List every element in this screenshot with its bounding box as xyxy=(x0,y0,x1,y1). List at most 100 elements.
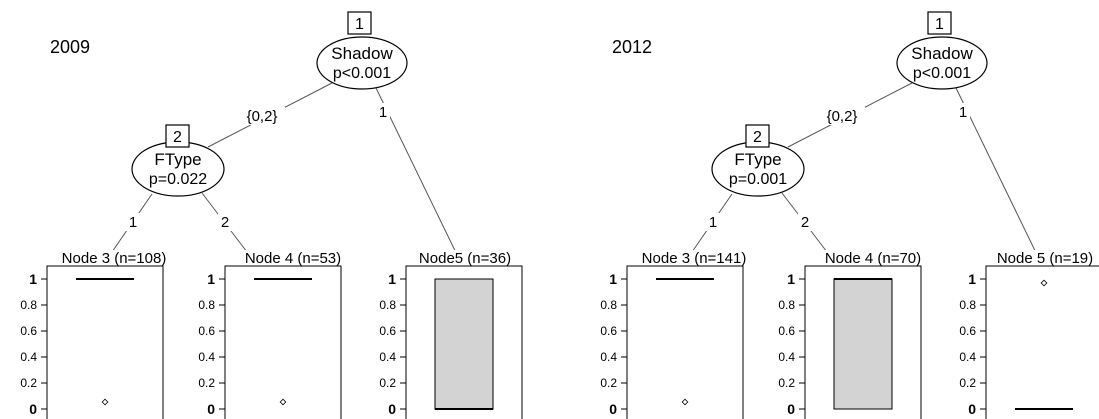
terminal-node-5: Node 5 (n=19) 0 0.2 0.4 0.6 0.8 1 xyxy=(959,250,1099,419)
y-tick-label: 0.4 xyxy=(600,350,617,364)
y-tick-label: 0.8 xyxy=(778,298,795,312)
edge-label-bg xyxy=(819,107,865,125)
root-node-ellipse xyxy=(896,36,988,90)
y-tick-label: 0.2 xyxy=(600,376,617,390)
y-tick-label: 0.4 xyxy=(20,350,37,364)
y-tick-label: 0.2 xyxy=(198,376,215,390)
edge-label-inner-left: 1 xyxy=(709,214,717,231)
terminal-node-3: Node 3 (n=141) 0 0.2 0.4 0.6 0.8 1 xyxy=(600,250,752,419)
y-tick-label: 0.6 xyxy=(778,324,795,338)
y-tick-label: 0 xyxy=(968,401,976,417)
terminal-node-4: Node 4 (n=53) 0 0.2 0.4 0.6 0.8 1 xyxy=(198,250,347,419)
edge-root-right xyxy=(375,87,463,266)
root-node-id-box xyxy=(347,11,372,35)
terminal-frame xyxy=(405,265,523,419)
y-tick-label: 1 xyxy=(787,271,795,287)
outlier-point xyxy=(279,398,287,406)
y-tick-label: 1 xyxy=(609,271,617,287)
edge-label-inner-right: 2 xyxy=(221,214,229,231)
y-tick-label: 0.8 xyxy=(198,298,215,312)
root-node-id: 1 xyxy=(355,16,364,33)
outlier-point xyxy=(101,398,109,406)
y-tick-label: 0.2 xyxy=(778,376,795,390)
terminal-title-bg xyxy=(819,250,927,266)
terminal-frame xyxy=(626,265,744,419)
edge-root-right xyxy=(955,87,1043,266)
y-tick-label: 0 xyxy=(207,401,215,417)
edge-label-inner-right: 2 xyxy=(801,214,809,231)
y-tick-label: 0.8 xyxy=(600,298,617,312)
y-tick-label: 0.2 xyxy=(379,376,396,390)
terminal-title: Node 5 (n=19) xyxy=(997,250,1093,267)
box-iqr xyxy=(434,278,494,410)
inner-node-id-box xyxy=(165,124,190,148)
year-label: 2012 xyxy=(612,37,652,57)
inner-node-pvalue: p=0.001 xyxy=(729,171,787,188)
y-tick-label: 0.4 xyxy=(379,350,396,364)
terminal-title: Node 3 (n=141) xyxy=(642,250,747,267)
y-tick-label: 0.4 xyxy=(198,350,215,364)
terminal-frame xyxy=(985,265,1099,419)
y-tick-label: 0.2 xyxy=(20,376,37,390)
y-tick-label: 0.8 xyxy=(20,298,37,312)
inner-node-id: 2 xyxy=(753,129,762,146)
y-tick-label: 0 xyxy=(609,401,617,417)
y-tick-label: 0 xyxy=(388,401,396,417)
y-tick-label: 0.4 xyxy=(959,350,976,364)
y-tick-label: 0.6 xyxy=(198,324,215,338)
root-node-pvalue: p<0.001 xyxy=(333,65,391,82)
terminal-frame xyxy=(804,265,922,419)
terminal-title-bg xyxy=(636,250,752,266)
y-tick-label: 0.8 xyxy=(379,298,396,312)
outlier-point xyxy=(1040,279,1048,287)
y-tick-label: 0.6 xyxy=(20,324,37,338)
root-node-variable: Shadow xyxy=(911,44,973,63)
y-tick-label: 0.8 xyxy=(959,298,976,312)
y-tick-label: 1 xyxy=(968,271,976,287)
terminal-title-bg xyxy=(415,250,515,266)
y-tick-label: 0.6 xyxy=(600,324,617,338)
terminal-node-5: Node5 (n=36) 0 0.2 0.4 0.6 0.8 1 xyxy=(379,250,523,419)
edge-label-bg xyxy=(376,103,390,121)
edge-label-root-right: 1 xyxy=(379,104,387,121)
y-tick-label: 0 xyxy=(787,401,795,417)
inner-node-id: 2 xyxy=(173,129,182,146)
terminal-node-4: Node 4 (n=70) 0 0.2 0.4 0.6 0.8 1 xyxy=(778,250,927,419)
edge-label-root-left: {0,2} xyxy=(827,108,858,125)
inner-node-pvalue: p=0.022 xyxy=(149,171,207,188)
inner-node-id-box xyxy=(745,124,770,148)
inner-node-variable: FType xyxy=(734,150,781,169)
root-node-id-box xyxy=(927,11,952,35)
root-node-id: 1 xyxy=(935,16,944,33)
y-tick-label: 0 xyxy=(29,401,37,417)
root-node-ellipse xyxy=(316,36,408,90)
terminal-title: Node 3 (n=108) xyxy=(62,250,167,267)
tree-panel-2012: 2012 {0,2} 1 1 2 1 Shadow p<0.001 2 FType p=0.001 N… xyxy=(600,11,1099,419)
terminal-title-bg xyxy=(991,250,1099,266)
edge-label-bg xyxy=(218,213,232,231)
outlier-point xyxy=(681,398,689,406)
y-tick-label: 1 xyxy=(29,271,37,287)
root-node-variable: Shadow xyxy=(331,44,393,63)
y-tick-label: 1 xyxy=(207,271,215,287)
terminal-title: Node 4 (n=70) xyxy=(825,250,921,267)
terminal-title-bg xyxy=(56,250,172,266)
inner-node-variable: FType xyxy=(154,150,201,169)
edge-label-bg xyxy=(956,103,970,121)
edge-label-bg xyxy=(798,213,812,231)
edge-label-bg xyxy=(126,213,140,231)
edge-label-root-left: {0,2} xyxy=(247,108,278,125)
y-tick-label: 0.6 xyxy=(379,324,396,338)
y-tick-label: 0.6 xyxy=(959,324,976,338)
terminal-node-3: Node 3 (n=108) 0 0.2 0.4 0.6 0.8 1 xyxy=(20,250,172,419)
edge-label-bg xyxy=(239,107,285,125)
terminal-frame xyxy=(46,265,164,419)
edge-label-root-right: 1 xyxy=(959,104,967,121)
y-tick-label: 0.4 xyxy=(778,350,795,364)
edge-label-inner-left: 1 xyxy=(129,214,137,231)
terminal-title: Node5 (n=36) xyxy=(419,250,511,267)
terminal-title: Node 4 (n=53) xyxy=(245,250,341,267)
tree-panel-2009: 2009 {0,2} 1 1 2 1 Shadow p<0.001 2 FType p=0.022 N… xyxy=(20,11,523,419)
y-tick-label: 0.2 xyxy=(959,376,976,390)
terminal-title-bg xyxy=(239,250,347,266)
